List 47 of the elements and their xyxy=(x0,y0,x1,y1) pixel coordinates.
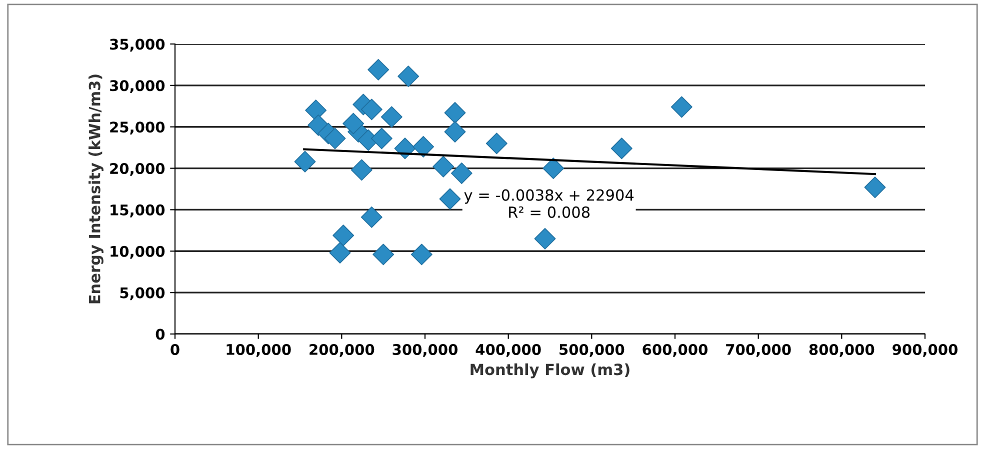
x-tick-label: 700,000 xyxy=(726,344,791,357)
y-axis-title: Energy Intensity (kWh/m3) xyxy=(88,74,104,304)
x-tick-label: 500,000 xyxy=(560,344,624,357)
x-tick-label: 800,000 xyxy=(809,344,874,357)
annotation: y = -0.0038x + 22904 R² = 0.008 xyxy=(464,189,634,218)
point xyxy=(542,158,564,180)
point xyxy=(610,138,632,160)
point xyxy=(864,176,886,198)
y-tick-label: 25,000 xyxy=(110,122,165,134)
point xyxy=(412,136,434,158)
y-tick-label: 0 xyxy=(156,328,165,340)
point xyxy=(368,58,390,80)
point xyxy=(329,242,351,264)
point xyxy=(486,132,508,154)
point xyxy=(342,112,364,134)
point xyxy=(444,102,466,124)
point xyxy=(439,188,461,210)
y-tick-label: 15,000 xyxy=(110,204,165,218)
point xyxy=(444,121,466,143)
point xyxy=(670,96,692,118)
point xyxy=(450,162,472,184)
point xyxy=(372,244,394,266)
y-tick-label: 35,000 xyxy=(110,38,165,52)
x-tick-label: 300,000 xyxy=(392,344,458,357)
point xyxy=(350,159,372,181)
x-tick-label: 900,000 xyxy=(892,344,958,357)
point xyxy=(398,66,420,88)
point xyxy=(360,206,382,228)
x-tick-label: 100,000 xyxy=(226,344,291,357)
point xyxy=(294,150,316,172)
x-tick-label: 600,000 xyxy=(642,344,708,357)
point xyxy=(332,224,354,246)
point xyxy=(380,106,402,128)
point xyxy=(360,98,382,120)
x-tick-label: 200,000 xyxy=(310,344,374,357)
y-tick-label: 30,000 xyxy=(110,80,165,94)
point xyxy=(432,156,454,178)
x-axis-title: Monthly Flow (m3) xyxy=(470,363,630,378)
point xyxy=(534,228,556,250)
y-tick-label: 20,000 xyxy=(110,163,165,176)
point xyxy=(410,244,432,266)
x-tick-label: 0 xyxy=(170,344,180,356)
y-tick-label: 10,000 xyxy=(110,246,165,259)
x-tick-label: 400,000 xyxy=(476,344,541,357)
point xyxy=(370,128,392,150)
point xyxy=(324,128,346,150)
y-tick-label: 5,000 xyxy=(120,287,165,300)
